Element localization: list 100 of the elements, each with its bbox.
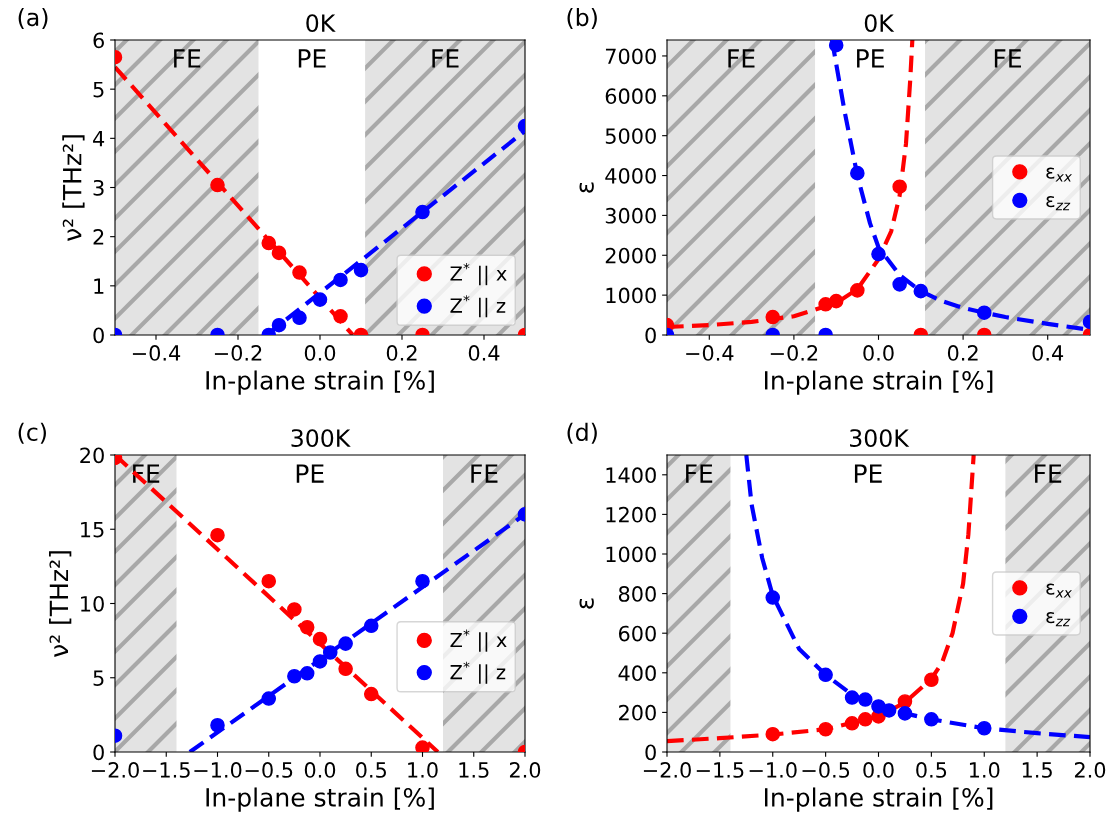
point <box>844 690 860 705</box>
point <box>261 573 277 589</box>
y-tick-label: 6 <box>93 32 104 49</box>
y-tick-label: 2 <box>93 229 104 245</box>
y-tick-label: 15 <box>81 521 104 538</box>
point <box>976 720 992 736</box>
point <box>828 40 844 53</box>
point <box>818 721 833 737</box>
chart-title: 300K <box>291 429 351 447</box>
point <box>333 309 348 324</box>
x-tick-label: 0.2 <box>947 345 978 361</box>
y-tick-label: 2000 <box>605 247 656 264</box>
x-tick-label: −1.5 <box>143 762 190 778</box>
point <box>312 292 328 307</box>
y-tick-label: 200 <box>619 704 656 721</box>
y-tick-label: 5000 <box>605 128 656 144</box>
point <box>322 645 338 660</box>
line-series <box>667 455 976 744</box>
band-label: FE <box>133 464 160 483</box>
point <box>210 527 225 543</box>
point <box>299 619 315 635</box>
y-tick-label: 3000 <box>605 207 656 224</box>
band-label: FE <box>686 464 713 483</box>
y-tick-label: 10 <box>81 595 104 612</box>
legend-label: Z$^{*}$ || z <box>450 295 506 318</box>
x-tick-label: −0.2 <box>214 345 262 361</box>
point <box>881 703 897 718</box>
x-tick-label: 0.0 <box>304 345 336 361</box>
point <box>353 262 369 278</box>
point <box>765 309 781 325</box>
point <box>818 667 833 683</box>
point <box>415 740 430 752</box>
band-label: FE <box>471 464 498 483</box>
annotation: PE <box>298 49 326 68</box>
y-tick-label: 0 <box>645 327 656 344</box>
y-tick-label: 0 <box>93 744 104 761</box>
point <box>287 668 302 684</box>
y-axis-title: ν² [THz²] <box>49 551 72 657</box>
point <box>210 717 225 733</box>
point <box>857 692 873 707</box>
y-tick-label: 600 <box>618 625 656 642</box>
y-tick-label: 6000 <box>605 88 656 105</box>
point <box>312 631 328 647</box>
y-tick-label: 5 <box>93 81 104 98</box>
x-tick-label: 1.5 <box>1022 762 1052 778</box>
y-tick-label: 7000 <box>605 48 656 65</box>
x-tick-label: −0.5 <box>802 762 850 778</box>
point <box>271 317 287 333</box>
point <box>415 204 430 220</box>
point <box>897 694 913 709</box>
point <box>210 177 225 193</box>
y-tick-label: 0 <box>645 744 656 761</box>
point <box>292 310 307 326</box>
x-tick-label: 0.0 <box>863 762 894 778</box>
point <box>913 283 929 299</box>
point <box>261 691 277 706</box>
x-tick-label: −0.4 <box>132 345 181 361</box>
x-tick-label: 1.0 <box>408 762 438 778</box>
chart-title: 0K <box>306 14 336 32</box>
x-tick-label: 1.0 <box>969 762 1000 778</box>
y-axis-title: ν² [THz²] <box>62 135 85 241</box>
point <box>271 245 287 261</box>
y-tick-label: 1400 <box>606 467 656 484</box>
band-label: FE <box>432 49 459 68</box>
point <box>312 654 328 669</box>
y-axis-title: ε <box>579 182 594 193</box>
point <box>765 590 781 605</box>
x-tick-label: 0.5 <box>916 762 947 778</box>
y-tick-label: 0 <box>93 327 104 344</box>
y-tick-label: 4 <box>93 131 105 147</box>
point <box>924 712 939 727</box>
point <box>871 246 886 262</box>
point <box>333 272 348 288</box>
legend-label: ε$_{xx}$ <box>1046 167 1072 182</box>
legend-label: Z$^{*}$ || x <box>450 629 507 652</box>
band-label: FE <box>1035 464 1062 483</box>
point <box>897 706 913 721</box>
point <box>765 726 781 742</box>
x-axis-title: In-plane strain [%] <box>764 787 993 812</box>
text: (c) <box>18 422 46 444</box>
x-tick-label: −1.5 <box>696 762 744 778</box>
y-tick-label: 400 <box>618 665 656 682</box>
chart-title: 0K <box>864 14 895 32</box>
legend-label: ε$_{zz}$ <box>1046 612 1071 627</box>
legend-label: ε$_{zz}$ <box>1046 196 1071 211</box>
legend-label: Z$^{*}$ || x <box>450 263 507 286</box>
point <box>299 666 315 681</box>
y-tick-label: 20 <box>80 447 104 464</box>
x-tick-label: 2.0 <box>1074 762 1106 778</box>
point <box>976 305 992 320</box>
x-tick-label: −0.5 <box>245 762 293 778</box>
y-tick-label: 1000 <box>606 287 656 304</box>
chart-title: 300K <box>850 429 910 447</box>
x-axis-title: In-plane strain [%] <box>764 370 993 395</box>
y-tick-label: 1200 <box>606 506 656 523</box>
y-axis-title: ε <box>579 598 594 609</box>
annotation: PE <box>854 464 882 483</box>
point <box>363 686 379 702</box>
point <box>287 602 302 617</box>
point <box>892 179 907 194</box>
